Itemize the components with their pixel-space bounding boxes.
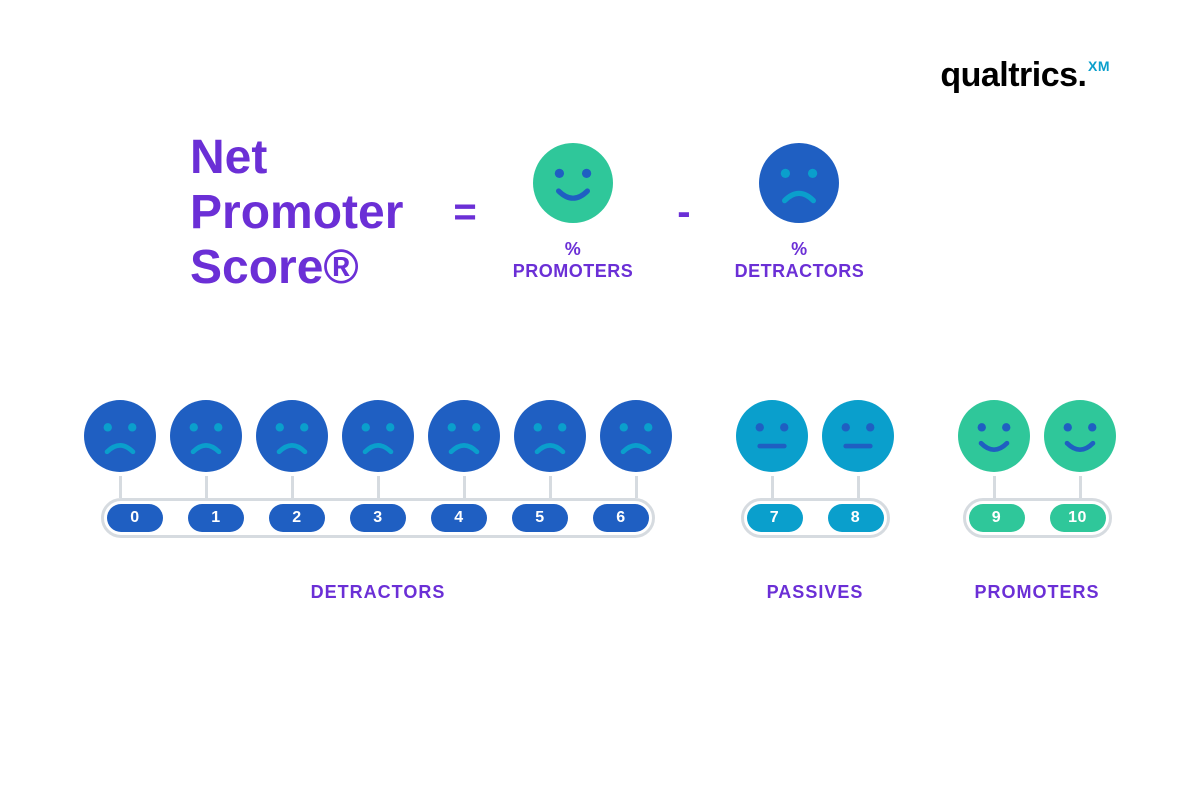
pill-gap: [163, 517, 188, 520]
passives-faces: [736, 400, 894, 498]
promoters-term: % PROMOTERS: [513, 143, 634, 283]
pill-gap: [803, 517, 828, 520]
detractors-label: DETRACTORS: [311, 582, 446, 603]
sad-face-icon: [170, 400, 242, 498]
detractors-term: % DETRACTORS: [735, 143, 865, 283]
pill-gap: [1025, 517, 1050, 520]
score-pill-8: 8: [828, 504, 884, 532]
score-pill-2: 2: [269, 504, 325, 532]
score-pill-3: 3: [350, 504, 406, 532]
neutral-face-icon: [736, 400, 808, 498]
promoters-group: 9 10 PROMOTERS: [958, 400, 1116, 603]
connector-line: [377, 476, 380, 498]
neutral-face-icon: [822, 400, 894, 498]
minus-sign: -: [677, 190, 690, 235]
sad-face-icon: [600, 400, 672, 498]
logo-dot: .: [1078, 56, 1087, 95]
connector-line: [993, 476, 996, 498]
connector-line: [119, 476, 122, 498]
connector-line: [771, 476, 774, 498]
detractors-group: 0123456 DETRACTORS: [84, 400, 672, 603]
logo-text: qualtrics: [940, 56, 1077, 95]
passives-group: 78 PASSIVES: [736, 400, 894, 603]
qualtrics-logo: qualtrics . XM: [940, 56, 1110, 95]
connector-line: [1079, 476, 1082, 498]
logo-xm: XM: [1088, 58, 1110, 74]
connector-line: [857, 476, 860, 498]
pill-gap: [325, 517, 350, 520]
sad-face-icon: [342, 400, 414, 498]
sad-face-icon: [84, 400, 156, 498]
connector-line: [205, 476, 208, 498]
formula-title: NetPromoterScore®: [190, 130, 403, 296]
pill-gap: [487, 517, 512, 520]
pill-gap: [244, 517, 269, 520]
score-pill-10: 10: [1050, 504, 1106, 532]
score-pill-1: 1: [188, 504, 244, 532]
sad-face-icon: [256, 400, 328, 498]
connector-line: [635, 476, 638, 498]
nps-scale: 0123456 DETRACTORS 78 PASSIVES 9 10 PROMOTER…: [84, 400, 1116, 603]
score-pill-5: 5: [512, 504, 568, 532]
sad-face-icon: [514, 400, 586, 498]
sad-face-icon: [428, 400, 500, 498]
score-pill-6: 6: [593, 504, 649, 532]
connector-line: [291, 476, 294, 498]
detractors-term-label: % DETRACTORS: [735, 238, 865, 283]
pill-gap: [568, 517, 593, 520]
pill-gap: [406, 517, 431, 520]
connector-line: [549, 476, 552, 498]
detractors-pill-track: 0123456: [101, 498, 655, 538]
happy-face-icon: [533, 143, 613, 228]
sad-face-icon: [759, 143, 839, 228]
passives-pill-track: 78: [741, 498, 890, 538]
happy-face-icon: [1044, 400, 1116, 498]
promoters-term-label: % PROMOTERS: [513, 238, 634, 283]
promoters-faces: [958, 400, 1116, 498]
happy-face-icon: [958, 400, 1030, 498]
connector-line: [463, 476, 466, 498]
passives-label: PASSIVES: [767, 582, 864, 603]
score-pill-4: 4: [431, 504, 487, 532]
promoters-label: PROMOTERS: [974, 582, 1099, 603]
detractors-faces: [84, 400, 672, 498]
score-pill-9: 9: [969, 504, 1025, 532]
score-pill-0: 0: [107, 504, 163, 532]
equals-sign: =: [453, 190, 476, 235]
nps-formula: NetPromoterScore® = % PROMOTERS - % DETR…: [190, 130, 864, 296]
promoters-pill-track: 9 10: [963, 498, 1112, 538]
score-pill-7: 7: [747, 504, 803, 532]
